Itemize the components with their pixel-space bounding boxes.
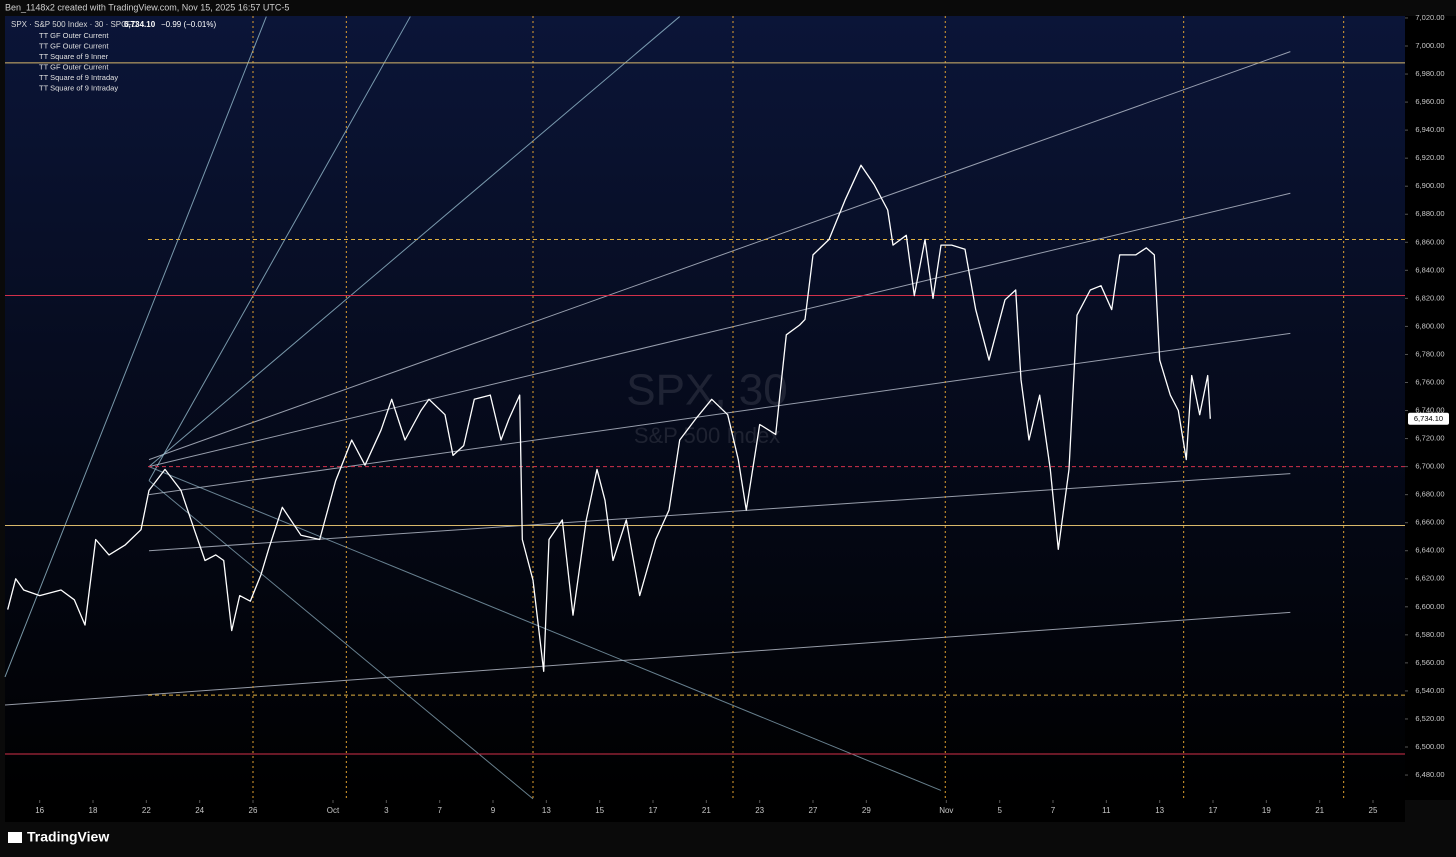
indicator-line [148,16,680,467]
x-tick-label: 25 [1369,806,1378,815]
x-tick-label: 21 [1315,806,1324,815]
credit: Ben_1148x2 created with TradingView.com,… [5,2,289,12]
y-tick-label: 6,880.00 [1415,209,1444,218]
y-tick-label: 6,760.00 [1415,377,1444,386]
x-tick-label: 11 [1102,806,1111,815]
logo-mark [8,832,22,843]
last-price-tag [1408,412,1449,425]
x-tick-label: 7 [437,806,442,815]
y-tick-label: 6,540.00 [1415,686,1444,695]
x-tick-label: 26 [249,806,258,815]
x-tick-label: 7 [1051,806,1056,815]
y-tick-label: 7,020.00 [1415,13,1444,22]
price [7,164,1211,672]
x-tick-label: Oct [327,806,340,815]
x-tick-label: 16 [35,806,44,815]
indicator-line [148,192,1291,468]
y-tick-label: 6,920.00 [1415,153,1444,162]
y-tick-label: 6,600.00 [1415,602,1444,611]
y-tick-label: 6,640.00 [1415,546,1444,555]
y-tick-label: 6,700.00 [1415,462,1444,471]
x-tick-label: 17 [1209,806,1218,815]
y-tick-label: 6,960.00 [1415,97,1444,106]
y-tick-label: 6,860.00 [1415,237,1444,246]
y-tick-label: 6,680.00 [1415,490,1444,499]
y-tick-label: 6,740.00 [1415,406,1444,415]
x-tick-label: 17 [649,806,658,815]
y-tick-label: 6,500.00 [1415,742,1444,751]
x-tick-label: 29 [862,806,871,815]
time-axis [5,800,1405,822]
legend-entry: TT Square of 9 Intraday [39,83,118,92]
x-tick-label: 21 [702,806,711,815]
x-tick-label: 9 [491,806,496,815]
x-tick-label: 23 [755,806,764,815]
legend-entry: TT Square of 9 Inner [39,52,109,61]
x-tick-label: 15 [595,806,604,815]
indicators [4,16,1405,800]
watermark-title: SPX, 30 [626,366,787,415]
y-tick-label: 7,000.00 [1415,41,1444,50]
y-tick-label: 6,900.00 [1415,181,1444,190]
indicator-line [148,332,1291,496]
x-tick-label: 13 [1155,806,1164,815]
y-tick-label: 6,560.00 [1415,658,1444,667]
header-change: −0.99 (−0.01%) [161,20,216,29]
y-tick-label: 6,660.00 [1415,518,1444,527]
indicator-line [148,480,534,800]
x-tick-label: 22 [142,806,151,815]
x-tick-label: 24 [195,806,204,815]
price-axis [1405,16,1456,800]
y-tick-label: 6,780.00 [1415,349,1444,358]
price-line [7,164,1211,672]
x-tick-label: 5 [997,806,1002,815]
y-tick-label: 6,940.00 [1415,125,1444,134]
y-tick-label: 6,980.00 [1415,69,1444,78]
header-price: 6,734.10 [124,20,156,29]
legend-entry: TT Square of 9 Intraday [39,73,118,82]
y-tick-label: 6,580.00 [1415,630,1444,639]
last-price-label: 6,734.10 [1414,414,1443,423]
indicator-line [4,611,1291,706]
x-tick-label: 27 [809,806,818,815]
y-tick-label: 6,820.00 [1415,293,1444,302]
y-tick-label: 6,800.00 [1415,321,1444,330]
y-tick-label: 6,840.00 [1415,265,1444,274]
symbol: SPX · S&P 500 Index · 30 · SPCFD [11,20,138,29]
indicator-line [148,16,411,481]
indicator-line [148,473,1291,552]
y-tick-label: 6,620.00 [1415,574,1444,583]
legend-entry: TT GF Outer Current [39,31,109,40]
legend-entry: TT GF Outer Current [39,62,109,71]
x-tick-label: 18 [89,806,98,815]
x-tick-label: 3 [384,806,389,815]
y-tick-label: 6,520.00 [1415,714,1444,723]
indicator-line [148,51,1291,461]
legend-entry: TT GF Outer Current [39,41,109,50]
y-tick-label: 6,720.00 [1415,434,1444,443]
x-tick-label: 19 [1262,806,1271,815]
y-tick-label: 6,480.00 [1415,770,1444,779]
footer: TradingView [8,829,109,845]
x-tick-label: 13 [542,806,551,815]
indicator-line [4,16,267,678]
x-tick-label: Nov [939,806,953,815]
brand: TradingView [27,829,109,845]
watermark-subtitle: S&P 500 Index [634,423,780,448]
